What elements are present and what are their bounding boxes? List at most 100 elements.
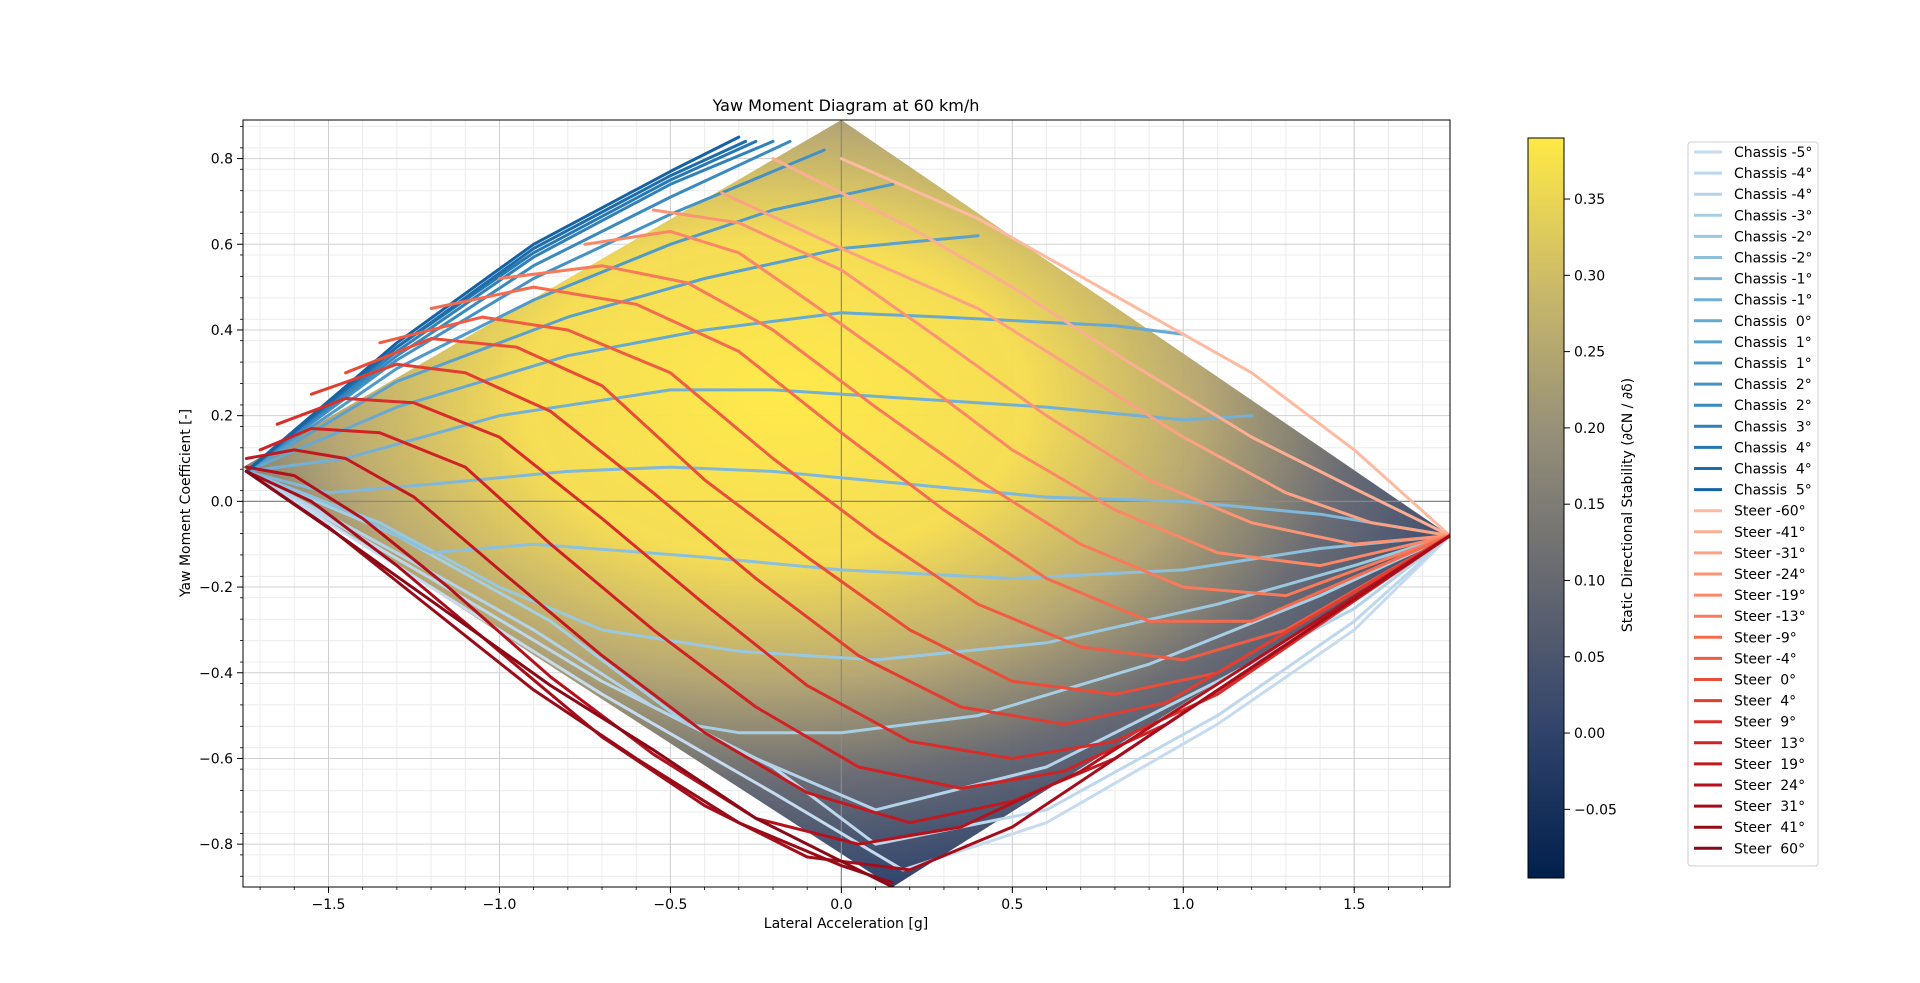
colorbar-tick-label: 0.35 [1574,192,1605,208]
legend-label: Chassis -3° [1734,208,1812,224]
x-tick-label: 0.5 [1001,897,1023,913]
legend-label: Steer 4° [1734,694,1796,710]
legend-label: Chassis 2° [1734,377,1812,393]
legend-label: Chassis -4° [1734,187,1812,203]
legend-label: Steer 24° [1734,778,1805,794]
chassis-series-line [244,182,895,473]
steer-series-line [244,469,895,887]
chassis-series-line [244,234,980,473]
colorbar-label: Static Directional Stability (∂CN / ∂δ) [1620,378,1636,632]
legend-label: Chassis 1° [1734,356,1812,372]
legend-label: Steer -60° [1734,504,1806,520]
legend-label: Steer -31° [1734,546,1806,562]
colorbar-tick-label: 0.15 [1574,497,1605,513]
chassis-series-line [244,139,792,473]
chassis-series-line [244,139,775,473]
y-tick-label: −0.8 [199,837,233,853]
x-axis-ticks: −1.5 −1.0 −0.5 0.0 0.5 1.0 1.5 [259,887,1424,913]
steer-series-line [771,157,1450,538]
steer-series-line [344,337,1450,696]
colorbar-ticks: −0.05 0.00 0.05 0.10 0.15 0.20 0.25 0.30 0.35 [1564,192,1617,818]
series-layer [244,135,1450,887]
colorbar-tick-label: 0.20 [1574,421,1605,437]
steer-series-line [839,157,1450,538]
chassis-series-line [244,469,1450,580]
legend-label: Steer 41° [1734,820,1805,836]
y-tick-label: 0.4 [211,323,233,339]
y-tick-label: 0.8 [211,152,233,168]
chassis-series-line [244,139,748,473]
x-tick-label: −1.0 [482,897,516,913]
legend-label: Chassis 3° [1734,419,1812,435]
legend-label: Chassis -5° [1734,145,1812,161]
legend-label: Chassis -4° [1734,166,1812,182]
legend-box [1687,141,1819,867]
x-axis-label: Lateral Acceleration [g] [764,916,928,932]
legend-label: Chassis -2° [1734,251,1812,267]
stability-heatmap [243,120,1450,887]
steer-series-line [720,191,1450,538]
steer-series-line [651,208,1450,546]
legend-label: Chassis -1° [1734,272,1812,288]
chassis-series-line [244,388,1254,473]
chassis-series-line [244,135,741,473]
legend-label: Chassis 1° [1734,335,1812,351]
steer-series-line [429,285,1450,623]
colorbar-tick-label: 0.00 [1574,726,1605,742]
chassis-series-line [244,469,1450,662]
y-axis-ticks: −0.8 −0.6 −0.4 −0.2 0.0 0.2 0.4 0.6 0.8 [199,126,243,877]
legend: Chassis -5° Chassis -4° Chassis -4° Chassis… [1694,145,1812,857]
legend-label: Chassis 5° [1734,483,1812,499]
x-tick-label: −1.5 [311,897,345,913]
legend-label: Steer -9° [1734,630,1797,646]
steer-series-line [497,264,1450,598]
steer-series-line [275,397,1450,760]
y-tick-label: −0.4 [199,666,233,682]
colorbar-tick-label: 0.30 [1574,268,1605,284]
steer-series-line [583,229,1450,568]
y-axis-label: Yaw Moment Coefficient [-] [178,409,194,598]
chassis-series-line [244,469,1450,846]
chassis-series-line [244,148,826,473]
legend-label: Chassis 0° [1734,314,1812,330]
legend-label: Steer 13° [1734,736,1805,752]
legend-label: Steer -13° [1734,609,1806,625]
x-tick-label: −0.5 [653,897,687,913]
colorbar [1527,137,1565,879]
legend-label: Steer -24° [1734,567,1806,583]
legend-label: Chassis 4° [1734,440,1812,456]
legend-label: Chassis 2° [1734,398,1812,414]
colorbar-tick-label: 0.05 [1574,650,1605,666]
legend-label: Steer -41° [1734,525,1806,541]
x-tick-label: 1.5 [1343,897,1365,913]
steer-series-line [258,427,1450,790]
steer-series-line [244,469,1450,872]
y-tick-label: 0.2 [211,409,233,425]
y-tick-label: 0.0 [211,494,233,510]
colorbar-tick-label: 0.25 [1574,345,1605,361]
colorbar-tick-label: −0.05 [1574,802,1617,818]
legend-label: Steer -19° [1734,588,1806,604]
steer-series-line [309,362,1450,726]
chart-title: Yaw Moment Diagram at 60 km/h [712,96,980,115]
legend-label: Chassis -2° [1734,229,1812,245]
legend-label: Chassis -1° [1734,293,1812,309]
x-tick-label: 1.0 [1172,897,1194,913]
legend-label: Chassis 4° [1734,462,1812,478]
y-tick-label: −0.6 [199,751,233,767]
colorbar-tick-label: 0.10 [1574,573,1605,589]
steer-series-line [378,315,1450,662]
x-tick-label: 0.0 [830,897,852,913]
chassis-series-line [244,469,1450,735]
legend-label: Steer 31° [1734,799,1805,815]
legend-label: Steer 9° [1734,715,1796,731]
legend-label: Steer 60° [1734,841,1805,857]
y-tick-label: −0.2 [199,580,233,596]
legend-label: Steer 0° [1734,673,1796,689]
steer-series-line [244,465,1450,846]
plot-frame [242,119,1451,888]
legend-label: Steer -4° [1734,651,1797,667]
legend-label: Steer 19° [1734,757,1805,773]
y-tick-label: 0.6 [211,237,233,253]
